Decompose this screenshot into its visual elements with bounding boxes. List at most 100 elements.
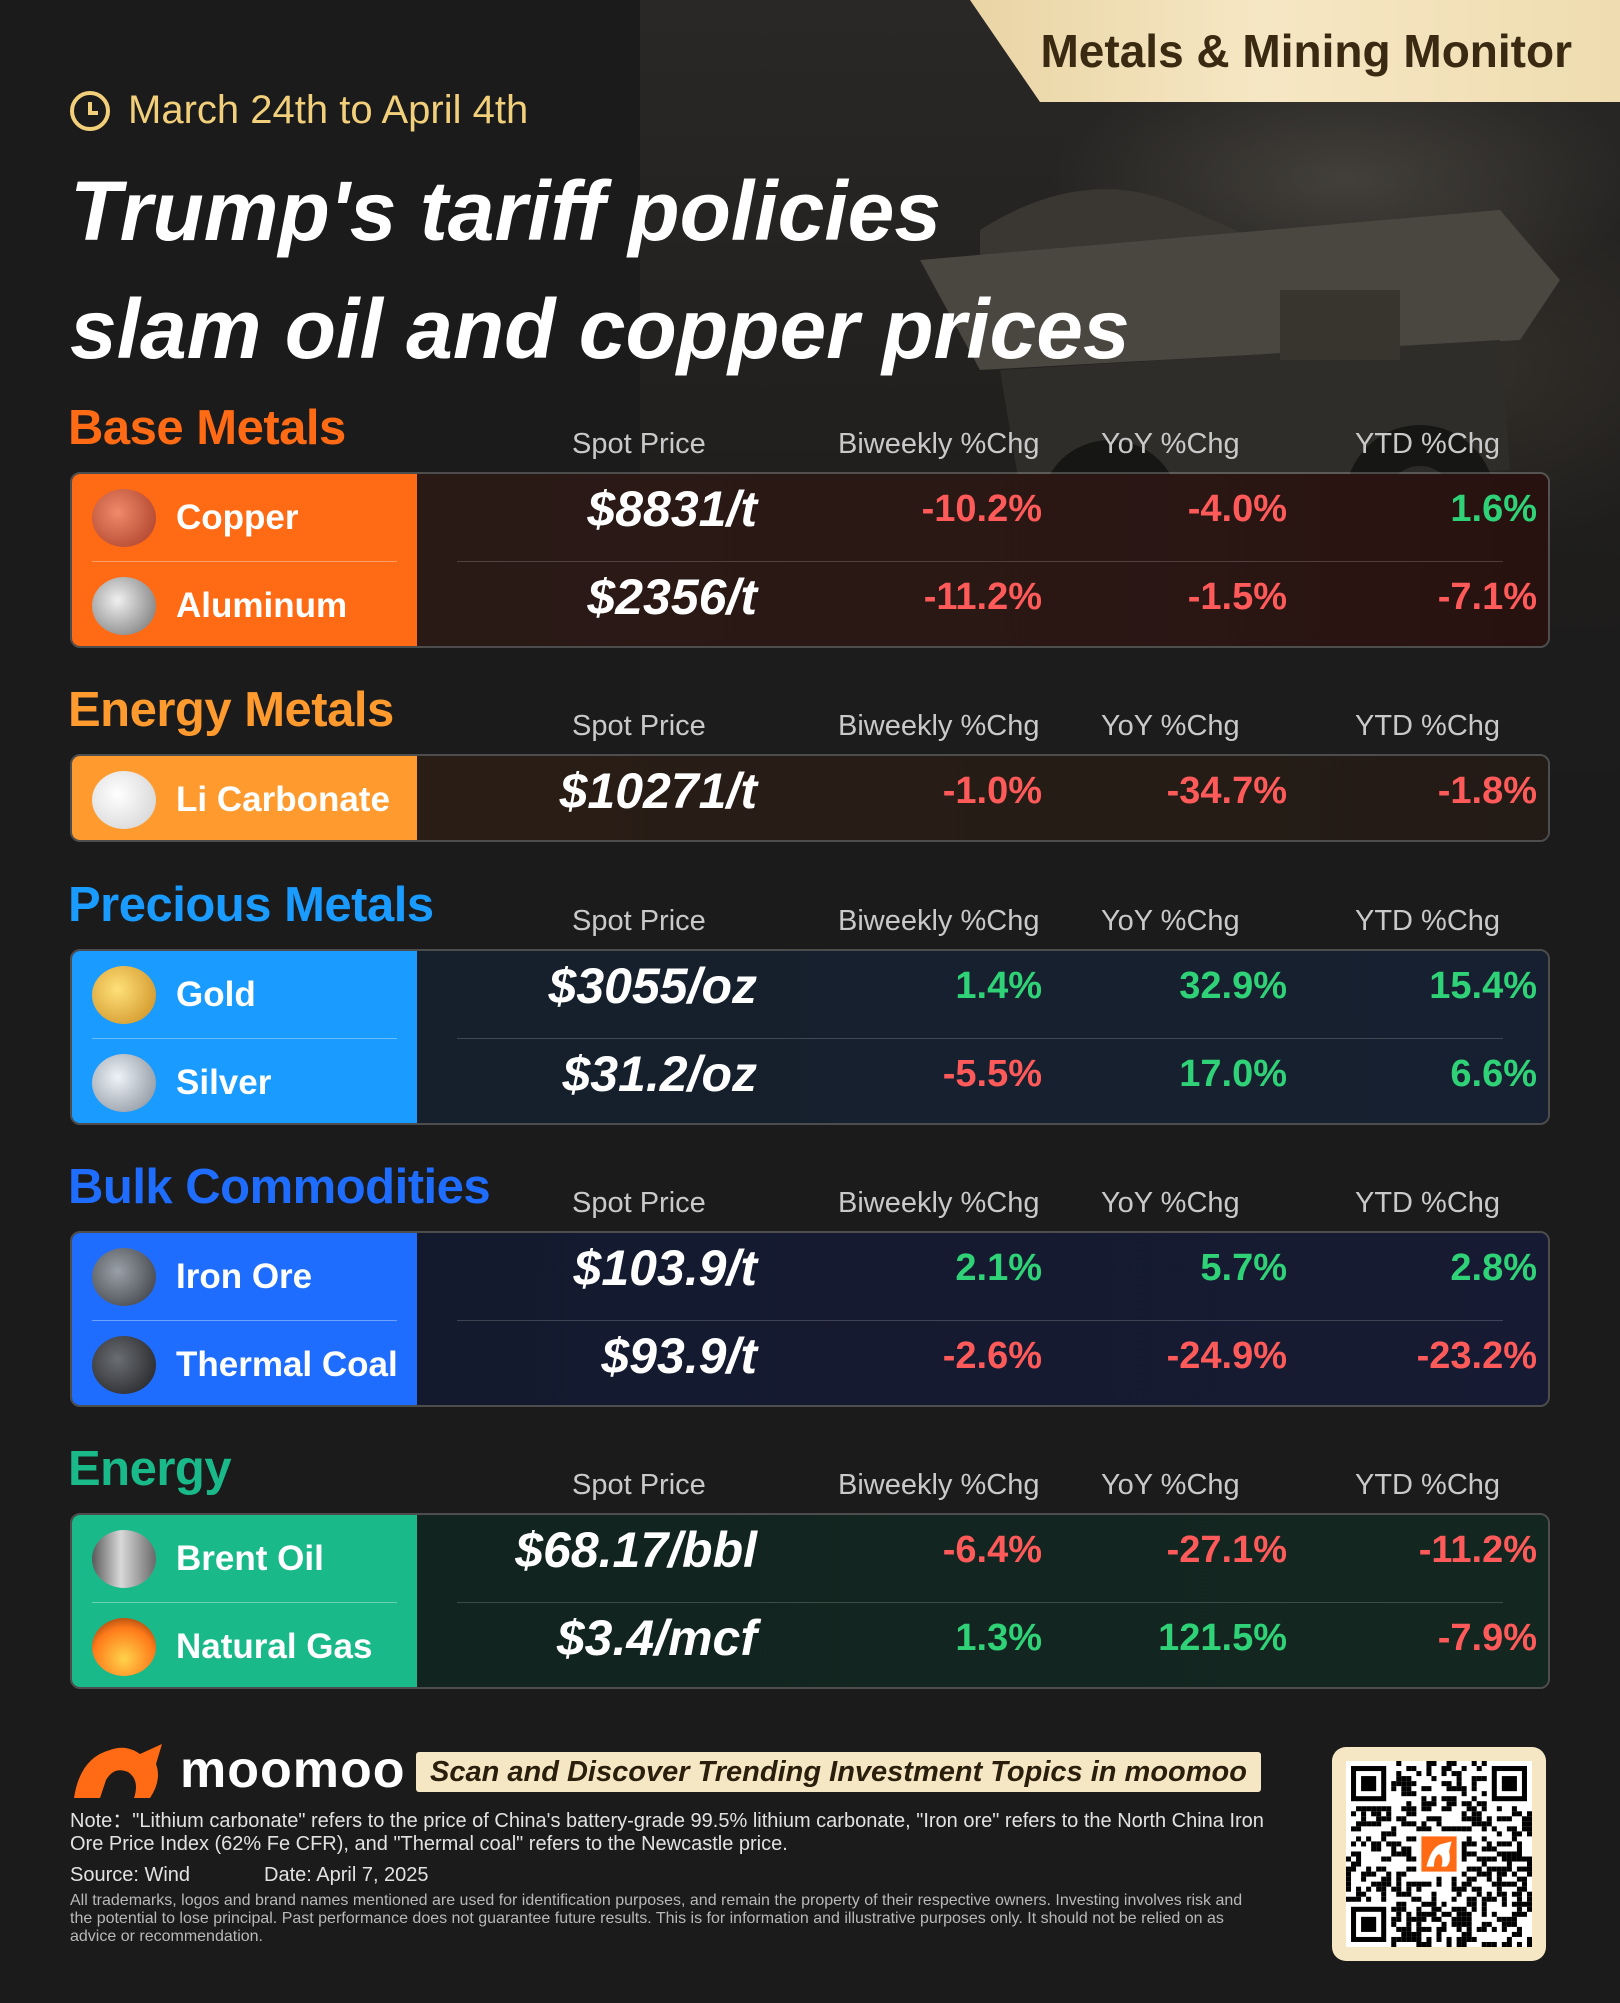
moomoo-logo: moomoo	[70, 1740, 406, 1800]
yoy-change: 121.5%	[1158, 1617, 1287, 1659]
ytd-change: -7.1%	[1437, 576, 1537, 618]
commodity-row: $3055/oz 1.4% 32.9% 15.4%	[417, 951, 1548, 1039]
lithium-icon	[92, 771, 156, 829]
yoy-change: -34.7%	[1166, 770, 1287, 812]
commodity-name: Iron Ore	[176, 1257, 313, 1296]
spot-price: $93.9/t	[601, 1328, 757, 1384]
commodity-row-label: Natural Gas	[72, 1603, 417, 1687]
qr-code[interactable]	[1332, 1747, 1546, 1961]
card-values-panel: $8831/t -10.2% -4.0% 1.6% $2356/t -11.2% -1.5%…	[417, 474, 1548, 646]
commodity-row: $3.4/mcf 1.3% 121.5% -7.9%	[417, 1603, 1548, 1687]
commodity-name: Thermal Coal	[176, 1345, 398, 1384]
card-label-panel: Li Carbonate	[72, 756, 417, 840]
ytd-change: -23.2%	[1416, 1335, 1537, 1377]
column-header-biweekly: Biweekly %Chg	[838, 1187, 1040, 1219]
commodity-row: $93.9/t -2.6% -24.9% -23.2%	[417, 1321, 1548, 1405]
row-divider	[92, 561, 397, 562]
headline-line-1: Trump's tariff policies	[70, 164, 942, 258]
commodity-row: $68.17/bbl -6.4% -27.1% -11.2%	[417, 1515, 1548, 1603]
commodity-row: $8831/t -10.2% -4.0% 1.6%	[417, 474, 1548, 562]
headline-line-2: slam oil and copper prices	[70, 282, 1130, 376]
ytd-change: -7.9%	[1437, 1617, 1537, 1659]
spot-price: $68.17/bbl	[515, 1522, 757, 1578]
card-label-panel: Iron Ore Thermal Coal	[72, 1233, 417, 1405]
column-header-yoy: YoY %Chg	[1101, 1187, 1240, 1219]
column-header-yoy: YoY %Chg	[1101, 905, 1240, 937]
ytd-change: -11.2%	[1418, 1529, 1537, 1571]
commodity-name: Natural Gas	[176, 1627, 373, 1666]
card-label-panel: Copper Aluminum	[72, 474, 417, 646]
column-header-biweekly: Biweekly %Chg	[838, 428, 1040, 460]
row-divider	[92, 1320, 397, 1321]
clock-icon	[70, 90, 110, 131]
biweekly-change: -5.5%	[942, 1053, 1042, 1095]
column-header-ytd: YTD %Chg	[1355, 428, 1501, 460]
gold-icon	[92, 966, 156, 1024]
column-header-yoy: YoY %Chg	[1101, 1469, 1240, 1501]
commodity-row-label: Silver	[72, 1039, 417, 1123]
biweekly-change: -10.2%	[921, 488, 1042, 530]
commodity-row-label: Thermal Coal	[72, 1321, 417, 1405]
section-title: Energy	[68, 1442, 232, 1496]
spot-price: $3.4/mcf	[556, 1610, 757, 1666]
spot-price: $103.9/t	[573, 1240, 757, 1296]
card-label-panel: Brent Oil Natural Gas	[72, 1515, 417, 1687]
spot-price: $2356/t	[587, 569, 757, 625]
section-title: Base Metals	[68, 401, 346, 455]
card-values-panel: $103.9/t 2.1% 5.7% 2.8% $93.9/t -2.6% -24.9% -2…	[417, 1233, 1548, 1405]
scan-banner: Scan and Discover Trending Investment To…	[416, 1752, 1261, 1792]
commodity-row-label: Li Carbonate	[72, 756, 417, 840]
banner-title: Metals & Mining Monitor	[1040, 25, 1572, 77]
row-divider	[92, 1038, 397, 1039]
headline: Trump's tariff policies slam oil and cop…	[70, 152, 1270, 388]
commodity-row: $31.2/oz -5.5% 17.0% 6.6%	[417, 1039, 1548, 1123]
header-banner	[970, 0, 1620, 102]
publish-date: Date: April 7, 2025	[264, 1864, 429, 1886]
commodity-name: Brent Oil	[176, 1539, 324, 1578]
column-header-ytd: YTD %Chg	[1355, 710, 1501, 742]
column-header-biweekly: Biweekly %Chg	[838, 710, 1040, 742]
section-title: Bulk Commodities	[68, 1160, 491, 1214]
date-range: March 24th to April 4th	[70, 88, 528, 133]
qr-code-image	[1346, 1761, 1532, 1947]
column-header-spot: Spot Price	[572, 905, 706, 937]
card-label-panel: Gold Silver	[72, 951, 417, 1123]
spot-price: $8831/t	[587, 481, 757, 537]
section-title: Precious Metals	[68, 878, 434, 932]
column-header-biweekly: Biweekly %Chg	[838, 905, 1040, 937]
commodity-row-label: Brent Oil	[72, 1515, 417, 1603]
footnote: Note："Lithium carbonate" refers to the p…	[70, 1810, 1264, 1855]
column-header-ytd: YTD %Chg	[1355, 1469, 1501, 1501]
biweekly-change: -1.0%	[942, 770, 1042, 812]
moomoo-bull-icon	[74, 1744, 162, 1798]
commodity-card: Brent Oil Natural Gas $68.17/bbl -6.4% -27.1…	[70, 1513, 1550, 1689]
commodity-name: Copper	[176, 498, 299, 537]
row-divider	[457, 1038, 1503, 1039]
spot-price: $10271/t	[559, 763, 757, 819]
ytd-change: 1.6%	[1450, 488, 1537, 530]
row-divider	[457, 561, 1503, 562]
commodity-card: Li Carbonate $10271/t -1.0% -34.7% -1.8%	[70, 754, 1550, 842]
disclaimer: All trademarks, logos and brand names me…	[70, 1892, 1243, 1945]
silver-icon	[92, 1054, 156, 1112]
spot-price: $3055/oz	[548, 958, 757, 1014]
commodity-row-label: Copper	[72, 474, 417, 562]
yoy-change: 32.9%	[1179, 965, 1287, 1007]
commodity-row-label: Aluminum	[72, 562, 417, 646]
card-values-panel: $3055/oz 1.4% 32.9% 15.4% $31.2/oz -5.5% 17.0%…	[417, 951, 1548, 1123]
yoy-change: -27.1%	[1166, 1529, 1287, 1571]
card-values-panel: $68.17/bbl -6.4% -27.1% -11.2% $3.4/mcf 1.3% 1…	[417, 1515, 1548, 1687]
commodity-row: $2356/t -11.2% -1.5% -7.1%	[417, 562, 1548, 646]
commodity-row-label: Iron Ore	[72, 1233, 417, 1321]
commodity-card: Iron Ore Thermal Coal $103.9/t 2.1% 5.7% 2.8%…	[70, 1231, 1550, 1407]
yoy-change: -24.9%	[1166, 1335, 1287, 1377]
card-values-panel: $10271/t -1.0% -34.7% -1.8%	[417, 756, 1548, 840]
column-header-yoy: YoY %Chg	[1101, 428, 1240, 460]
column-header-spot: Spot Price	[572, 710, 706, 742]
biweekly-change: -6.4%	[942, 1529, 1042, 1571]
spot-price: $31.2/oz	[562, 1046, 757, 1102]
column-header-biweekly: Biweekly %Chg	[838, 1469, 1040, 1501]
yoy-change: 17.0%	[1179, 1053, 1287, 1095]
biweekly-change: -2.6%	[942, 1335, 1042, 1377]
commodity-row: $103.9/t 2.1% 5.7% 2.8%	[417, 1233, 1548, 1321]
